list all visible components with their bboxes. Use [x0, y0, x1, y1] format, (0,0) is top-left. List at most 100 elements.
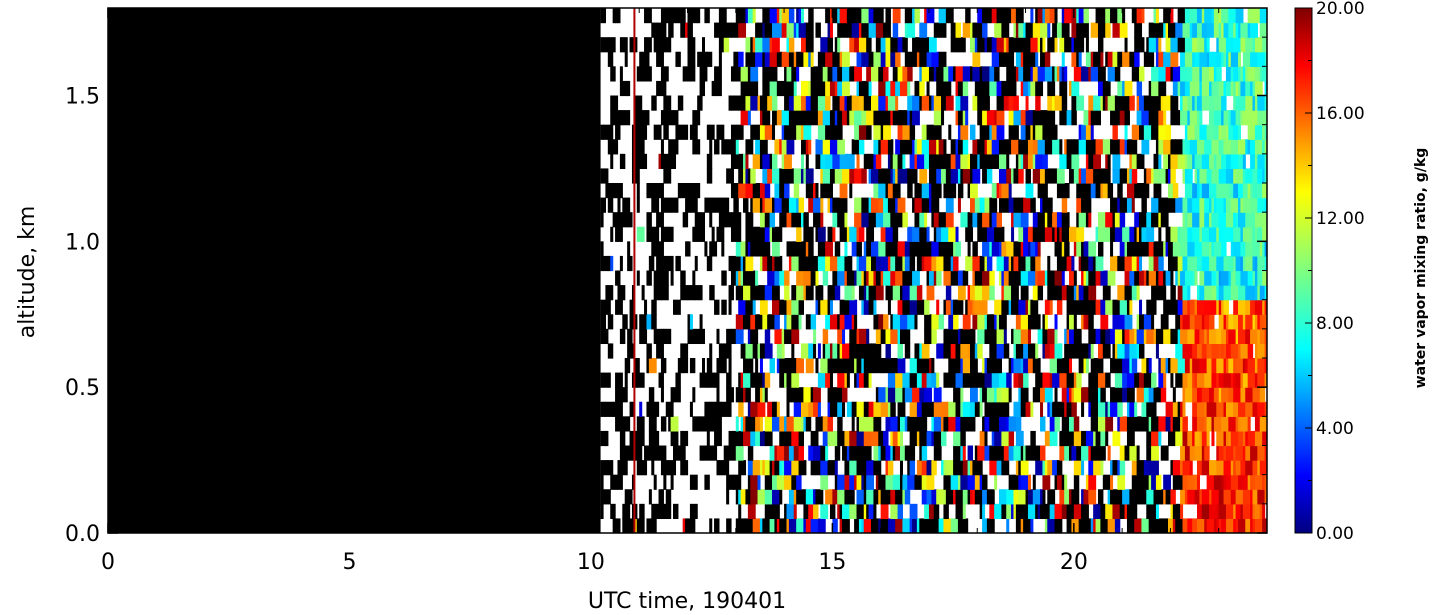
heatmap-cell — [1259, 328, 1266, 345]
heatmap-cell — [936, 255, 945, 272]
heatmap-cell — [800, 153, 804, 170]
heatmap-cell — [699, 212, 706, 228]
heatmap-cell — [755, 416, 761, 432]
heatmap-cell — [1247, 66, 1254, 82]
heatmap-cell — [658, 445, 667, 461]
heatmap-cell — [1102, 95, 1106, 111]
heatmap-cell — [1083, 358, 1087, 374]
heatmap-cell — [1027, 474, 1031, 490]
heatmap-cell — [740, 270, 744, 286]
heatmap-cell — [883, 358, 891, 374]
heatmap-cell — [788, 110, 795, 126]
heatmap-cell — [1023, 153, 1029, 170]
heatmap-cell — [1114, 328, 1123, 345]
heatmap-cell — [1194, 51, 1200, 67]
heatmap-cell — [842, 197, 848, 213]
heatmap-cell — [1061, 66, 1065, 82]
heatmap-cell — [704, 401, 710, 417]
heatmap-cell — [943, 343, 952, 359]
heatmap-cell — [926, 372, 932, 388]
heatmap-cell — [887, 255, 891, 272]
heatmap-cell — [1177, 226, 1181, 242]
heatmap-cell — [1136, 328, 1145, 345]
heatmap-cell — [1259, 460, 1267, 476]
heatmap-cell — [1252, 270, 1256, 286]
heatmap-cell — [822, 66, 829, 82]
heatmap-cell — [636, 95, 643, 111]
heatmap-cell — [863, 430, 872, 447]
heatmap-cell — [721, 299, 727, 315]
heatmap-cell — [829, 314, 838, 330]
heatmap-cell — [955, 110, 959, 126]
heatmap-cell — [810, 80, 814, 97]
heatmap-cell — [1221, 241, 1227, 257]
heatmap-cell — [883, 430, 889, 447]
heatmap-cell — [883, 518, 889, 533]
heatmap-cell — [1081, 445, 1089, 461]
heatmap-cell — [1001, 183, 1010, 199]
heatmap-cell — [897, 299, 903, 315]
heatmap-cell — [660, 328, 664, 345]
heatmap-cell — [902, 474, 908, 490]
heatmap-cell — [730, 328, 734, 345]
heatmap-cell — [1054, 285, 1063, 301]
heatmap-cell — [1182, 314, 1191, 330]
heatmap-cell — [1225, 343, 1232, 359]
heatmap-cell — [839, 8, 848, 24]
heatmap-cell — [957, 139, 964, 155]
heatmap-cell — [858, 124, 867, 140]
heatmap-cell — [600, 460, 609, 476]
heatmap-cell — [887, 518, 896, 533]
heatmap-cell — [1170, 51, 1179, 67]
heatmap-cell — [926, 328, 930, 345]
heatmap-cell — [1110, 110, 1114, 126]
heatmap-cell — [714, 518, 720, 533]
heatmap-cell — [788, 518, 797, 533]
heatmap-cell — [1175, 474, 1184, 490]
heatmap-cell — [854, 212, 862, 228]
heatmap-cell — [1136, 80, 1143, 97]
heatmap-cell — [1209, 226, 1217, 242]
heatmap-cell — [875, 489, 879, 505]
heatmap-cell — [1170, 328, 1179, 345]
heatmap-cell — [1069, 343, 1073, 359]
heatmap-cell — [1032, 226, 1041, 242]
heatmap-cell — [909, 503, 918, 520]
heatmap-cell — [1165, 226, 1172, 242]
heatmap-cell — [1018, 226, 1024, 242]
heatmap-cell — [663, 80, 667, 97]
heatmap-cell — [1124, 285, 1133, 301]
heatmap-cell — [1102, 80, 1111, 97]
heatmap-cell — [813, 183, 817, 199]
heatmap-cell — [1066, 314, 1070, 330]
heatmap-cell — [1003, 270, 1010, 286]
heatmap-cell — [607, 372, 611, 388]
heatmap-cell — [796, 358, 804, 374]
heatmap-cell — [989, 445, 998, 461]
heatmap-cell — [1131, 168, 1138, 184]
heatmap-cell — [1262, 66, 1267, 82]
heatmap-cell — [1218, 518, 1222, 533]
heatmap-cell — [1233, 22, 1237, 38]
heatmap-cell — [709, 285, 713, 301]
heatmap-cell — [950, 139, 957, 155]
heatmap-cell — [931, 328, 937, 345]
heatmap-cell — [1035, 255, 1041, 272]
heatmap-cell — [1088, 445, 1092, 461]
heatmap-cell — [885, 285, 894, 301]
heatmap-cell — [1257, 343, 1266, 359]
heatmap-cell — [750, 241, 754, 257]
heatmap-cell — [1264, 401, 1267, 417]
heatmap-cell — [950, 299, 954, 315]
heatmap-cell — [890, 489, 896, 505]
heatmap-cell — [909, 299, 918, 315]
heatmap-cell — [1194, 168, 1198, 184]
heatmap-cell — [994, 22, 1002, 38]
heatmap-cell — [784, 460, 792, 476]
heatmap-cell — [1213, 416, 1222, 432]
heatmap-cell — [851, 241, 858, 257]
heatmap-cell — [1196, 416, 1205, 432]
heatmap-cell — [871, 518, 879, 533]
heatmap-cell — [1182, 255, 1188, 272]
x-tick-label: 5 — [342, 550, 356, 575]
